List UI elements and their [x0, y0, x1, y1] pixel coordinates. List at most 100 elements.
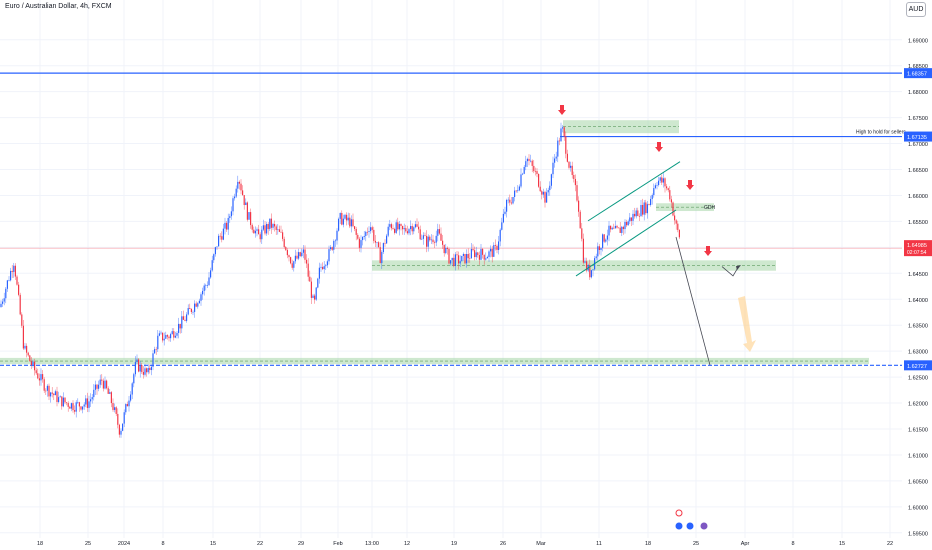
candle-body: [502, 213, 504, 223]
candle-body: [94, 384, 96, 390]
candle-body: [339, 212, 341, 219]
candle-body: [498, 241, 500, 250]
candle-body: [432, 239, 434, 243]
current-price-tag: [904, 240, 932, 257]
candle-body: [318, 267, 320, 279]
candle-body: [34, 361, 36, 371]
candle-body: [350, 219, 352, 227]
channel-lower-line: [575, 209, 677, 277]
candle-body: [136, 359, 138, 363]
candle-body: [517, 190, 519, 192]
candle-body: [8, 280, 10, 281]
candle-body: [230, 211, 232, 217]
candle-body: [614, 225, 616, 229]
candle-body: [477, 252, 479, 256]
x-tick-label: 22: [887, 541, 893, 547]
candle-body: [192, 311, 194, 313]
candle-body: [578, 200, 580, 212]
candle-body: [645, 202, 647, 214]
x-tick-label: Mar: [536, 541, 546, 547]
candle-body: [579, 211, 581, 229]
y-tick-label: 1.66000: [908, 194, 928, 200]
candle-body: [347, 217, 349, 221]
candle-body: [651, 195, 653, 199]
candle-body: [235, 188, 237, 197]
x-tick-label: 18: [645, 541, 651, 547]
candle-body: [534, 171, 536, 172]
candle-body: [328, 249, 330, 262]
candle-body: [125, 404, 127, 413]
candle-body: [115, 407, 117, 414]
candle-body: [445, 247, 447, 254]
candle-body: [472, 249, 474, 251]
candle-body: [622, 226, 624, 230]
candle-body: [629, 217, 631, 222]
candle-body: [310, 281, 312, 298]
candle-body: [227, 217, 229, 230]
candle-body: [256, 229, 258, 231]
price-level-label: 1.67135: [907, 135, 927, 141]
candle-body: [262, 225, 264, 230]
candle-body: [434, 242, 436, 243]
candle-body: [658, 180, 660, 186]
candle-body: [370, 227, 372, 232]
candle-body: [464, 253, 466, 264]
candle-body: [363, 235, 365, 237]
candle-body: [258, 229, 260, 235]
candle-body: [126, 404, 128, 407]
candle-body: [349, 217, 351, 227]
candle-body: [304, 249, 306, 260]
candle-body: [184, 319, 186, 321]
candle-body: [584, 261, 586, 263]
candle-body: [128, 400, 130, 407]
candle-body: [427, 236, 429, 247]
candle-body: [606, 235, 608, 240]
candle-body: [261, 229, 263, 240]
candle-body: [173, 331, 175, 338]
candle-body: [458, 255, 460, 264]
candle-body: [325, 265, 327, 267]
candle-body: [392, 228, 394, 229]
candle-body: [491, 248, 493, 257]
candle-body: [288, 255, 290, 258]
candle-body: [389, 224, 391, 227]
candle-body: [411, 226, 413, 232]
candle-body: [674, 215, 676, 221]
candle-body: [163, 338, 165, 341]
candle-body: [493, 245, 495, 257]
candle-body: [518, 186, 520, 191]
candle-body: [58, 397, 60, 402]
candle-body: [437, 229, 439, 236]
candle-body: [384, 243, 386, 244]
candle-body: [270, 218, 272, 228]
candle-body: [250, 212, 252, 226]
candle-body: [549, 185, 551, 191]
candle-body: [334, 240, 336, 242]
candle-body: [648, 204, 650, 205]
candle-body: [104, 380, 106, 389]
candle-body: [602, 234, 604, 248]
candle-body: [179, 323, 181, 329]
candle-body: [296, 255, 298, 259]
candle-body: [234, 196, 236, 199]
candle-body: [640, 204, 642, 217]
candle-body: [226, 222, 228, 230]
target-arrow: [738, 296, 756, 352]
candle-body: [430, 239, 432, 241]
candle-body: [600, 247, 602, 251]
candle-body: [90, 399, 92, 402]
candle-body: [469, 258, 471, 259]
y-tick-label: 1.64500: [908, 272, 928, 278]
candle-body: [402, 225, 404, 230]
candle-body: [74, 410, 76, 412]
currency-button[interactable]: AUD: [906, 2, 926, 17]
candle-body: [634, 213, 636, 217]
candle-body: [440, 233, 442, 241]
candle-body: [54, 391, 56, 396]
candle-body: [504, 211, 506, 214]
candle-body: [386, 235, 388, 244]
candle-body: [309, 276, 311, 282]
candle-body: [338, 218, 340, 231]
candle-body: [466, 253, 468, 264]
